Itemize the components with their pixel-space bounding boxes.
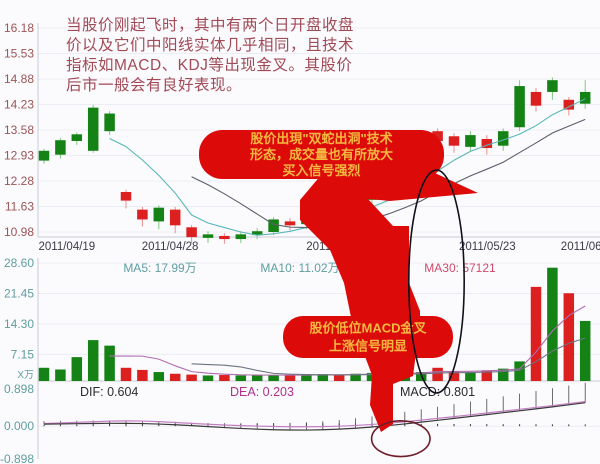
svg-text:12.93: 12.93 xyxy=(4,149,34,163)
svg-text:买入信号强烈: 买入信号强烈 xyxy=(282,163,360,178)
svg-text:股价低位MACD金叉: 股价低位MACD金叉 xyxy=(310,321,428,336)
svg-text:MA10: 11.02万: MA10: 11.02万 xyxy=(260,261,339,275)
svg-text:16.18: 16.18 xyxy=(4,21,34,35)
svg-text:2011/06/0: 2011/06/0 xyxy=(561,241,600,253)
svg-text:指标如MACD、KDJ等出现金叉。其股价: 指标如MACD、KDJ等出现金叉。其股价 xyxy=(66,56,352,74)
svg-text:MACD: 0.801: MACD: 0.801 xyxy=(400,385,475,399)
svg-text:2011/04/19: 2011/04/19 xyxy=(39,241,96,253)
svg-text:0.000: 0.000 xyxy=(4,419,34,433)
svg-text:DEA: 0.203: DEA: 0.203 xyxy=(230,385,294,399)
svg-text:15.53: 15.53 xyxy=(4,47,34,61)
svg-text:21.45: 21.45 xyxy=(4,286,34,300)
svg-text:当股价刚起飞时，其中有两个日开盘收盘: 当股价刚起飞时，其中有两个日开盘收盘 xyxy=(66,15,354,34)
svg-text:14.30: 14.30 xyxy=(4,317,34,331)
svg-text:14.88: 14.88 xyxy=(4,72,34,86)
svg-text:28.60: 28.60 xyxy=(4,256,34,270)
svg-text:7.15: 7.15 xyxy=(11,347,35,361)
svg-text:12.28: 12.28 xyxy=(4,174,34,188)
svg-text:MA30: 57121: MA30: 57121 xyxy=(424,261,496,275)
svg-text:股价出現"双蛇出洞"技术: 股价出現"双蛇出洞"技术 xyxy=(250,131,392,146)
svg-text:X万: X万 xyxy=(17,370,34,381)
svg-text:后市一般会有良好表现。: 后市一般会有良好表现。 xyxy=(66,76,242,94)
svg-text:DIF: 0.604: DIF: 0.604 xyxy=(80,385,138,399)
svg-text:10.98: 10.98 xyxy=(4,225,34,239)
svg-text:2011/04/28: 2011/04/28 xyxy=(142,241,199,253)
svg-text:14.23: 14.23 xyxy=(4,98,34,112)
svg-text:MA5: 17.99万: MA5: 17.99万 xyxy=(123,261,196,275)
svg-text:价以及它们中阳线实体几乎相同，且技术: 价以及它们中阳线实体几乎相同，且技术 xyxy=(66,36,354,54)
svg-text:0.898: 0.898 xyxy=(4,382,34,396)
svg-text:上涨信号明显: 上涨信号明显 xyxy=(329,339,407,354)
svg-text:13.58: 13.58 xyxy=(4,123,34,137)
svg-text:2011/05/23: 2011/05/23 xyxy=(459,241,516,253)
svg-text:-0.898: -0.898 xyxy=(0,452,34,464)
svg-text:形态，成交量也有所放大: 形态，成交量也有所放大 xyxy=(250,147,393,162)
svg-text:11.63: 11.63 xyxy=(5,200,34,214)
